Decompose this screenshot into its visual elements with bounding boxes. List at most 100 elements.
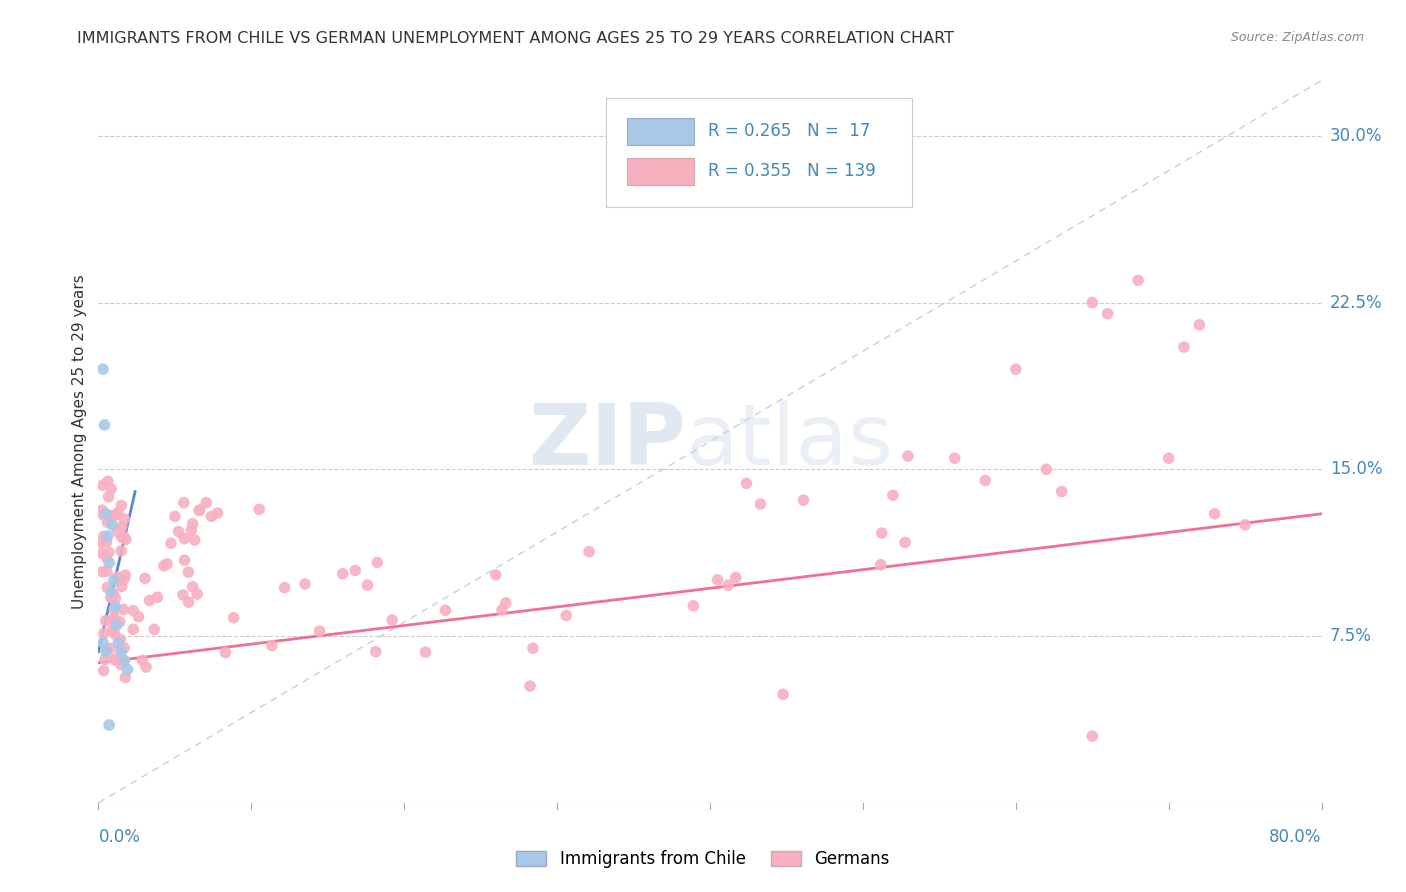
Text: 22.5%: 22.5% [1330, 293, 1382, 311]
Point [111, 530, 134, 544]
Point [97, 545, 120, 559]
Point [943, 451, 966, 466]
Point [94, 645, 117, 659]
Point [519, 679, 541, 693]
Point [183, 533, 205, 547]
Point [112, 572, 135, 586]
Point [495, 596, 517, 610]
Point [97, 529, 120, 543]
Point [91, 565, 114, 579]
Point [1081, 729, 1104, 743]
Point [104, 652, 127, 666]
Point [195, 496, 218, 510]
Point [94, 614, 117, 628]
Point [100, 591, 122, 605]
Point [91, 636, 114, 650]
Point [90, 546, 112, 560]
Point [172, 588, 194, 602]
Point [135, 660, 157, 674]
Point [1050, 484, 1073, 499]
Point [173, 553, 195, 567]
Point [131, 653, 153, 667]
Point [117, 662, 139, 676]
Point [308, 624, 330, 639]
Point [104, 508, 127, 523]
Point [93, 529, 115, 543]
Point [1097, 307, 1119, 321]
Point [114, 670, 136, 684]
Point [894, 535, 917, 549]
Point [97, 490, 120, 504]
Point [173, 496, 195, 510]
Point [122, 622, 145, 636]
Point [91, 503, 114, 517]
Point [294, 577, 316, 591]
Point [356, 578, 378, 592]
Point [160, 536, 183, 550]
Point [522, 641, 544, 656]
Point [177, 565, 200, 579]
Point [485, 567, 508, 582]
Point [93, 664, 115, 678]
Point [200, 509, 222, 524]
Point [735, 476, 758, 491]
Point [104, 600, 127, 615]
Text: atlas: atlas [686, 400, 894, 483]
Point [96, 642, 118, 657]
Point [110, 544, 132, 558]
Point [364, 645, 387, 659]
Point [111, 579, 134, 593]
FancyBboxPatch shape [606, 98, 912, 207]
Point [188, 503, 211, 517]
Bar [627, 118, 695, 145]
Point [128, 609, 150, 624]
Point [260, 639, 283, 653]
Point [143, 623, 166, 637]
Point [167, 524, 190, 539]
Point [110, 643, 132, 657]
Text: Source: ZipAtlas.com: Source: ZipAtlas.com [1230, 31, 1364, 45]
Point [332, 566, 354, 581]
Text: 80.0%: 80.0% [1270, 828, 1322, 846]
Point [870, 526, 893, 541]
Text: ZIP: ZIP [527, 400, 686, 483]
Text: R = 0.265   N =  17: R = 0.265 N = 17 [707, 122, 870, 140]
Point [110, 657, 132, 672]
Point [273, 581, 295, 595]
Text: 30.0%: 30.0% [1330, 127, 1382, 145]
Point [114, 533, 136, 547]
Point [682, 599, 704, 613]
Point [188, 503, 211, 517]
Point [112, 602, 135, 616]
Point [111, 519, 134, 533]
Legend: Immigrants from Chile, Germans: Immigrants from Chile, Germans [510, 844, 896, 875]
Point [110, 499, 132, 513]
Point [163, 509, 186, 524]
Point [153, 558, 176, 573]
Point [101, 624, 124, 639]
Point [138, 593, 160, 607]
Point [103, 587, 125, 601]
Point [108, 615, 131, 629]
Point [555, 608, 578, 623]
Point [91, 362, 114, 376]
Point [706, 573, 728, 587]
Point [104, 653, 127, 667]
Text: 7.5%: 7.5% [1330, 627, 1372, 645]
Bar [627, 158, 695, 185]
Point [181, 580, 204, 594]
Point [101, 517, 124, 532]
Point [94, 507, 117, 521]
Point [415, 645, 437, 659]
Point [104, 627, 127, 641]
Point [1188, 318, 1211, 332]
Point [381, 613, 404, 627]
Point [1081, 295, 1104, 310]
Point [1004, 362, 1026, 376]
Point [100, 508, 122, 523]
Point [100, 482, 122, 496]
Point [94, 652, 117, 666]
Point [103, 602, 125, 616]
Text: 0.0%: 0.0% [98, 828, 141, 846]
Point [1173, 340, 1195, 354]
